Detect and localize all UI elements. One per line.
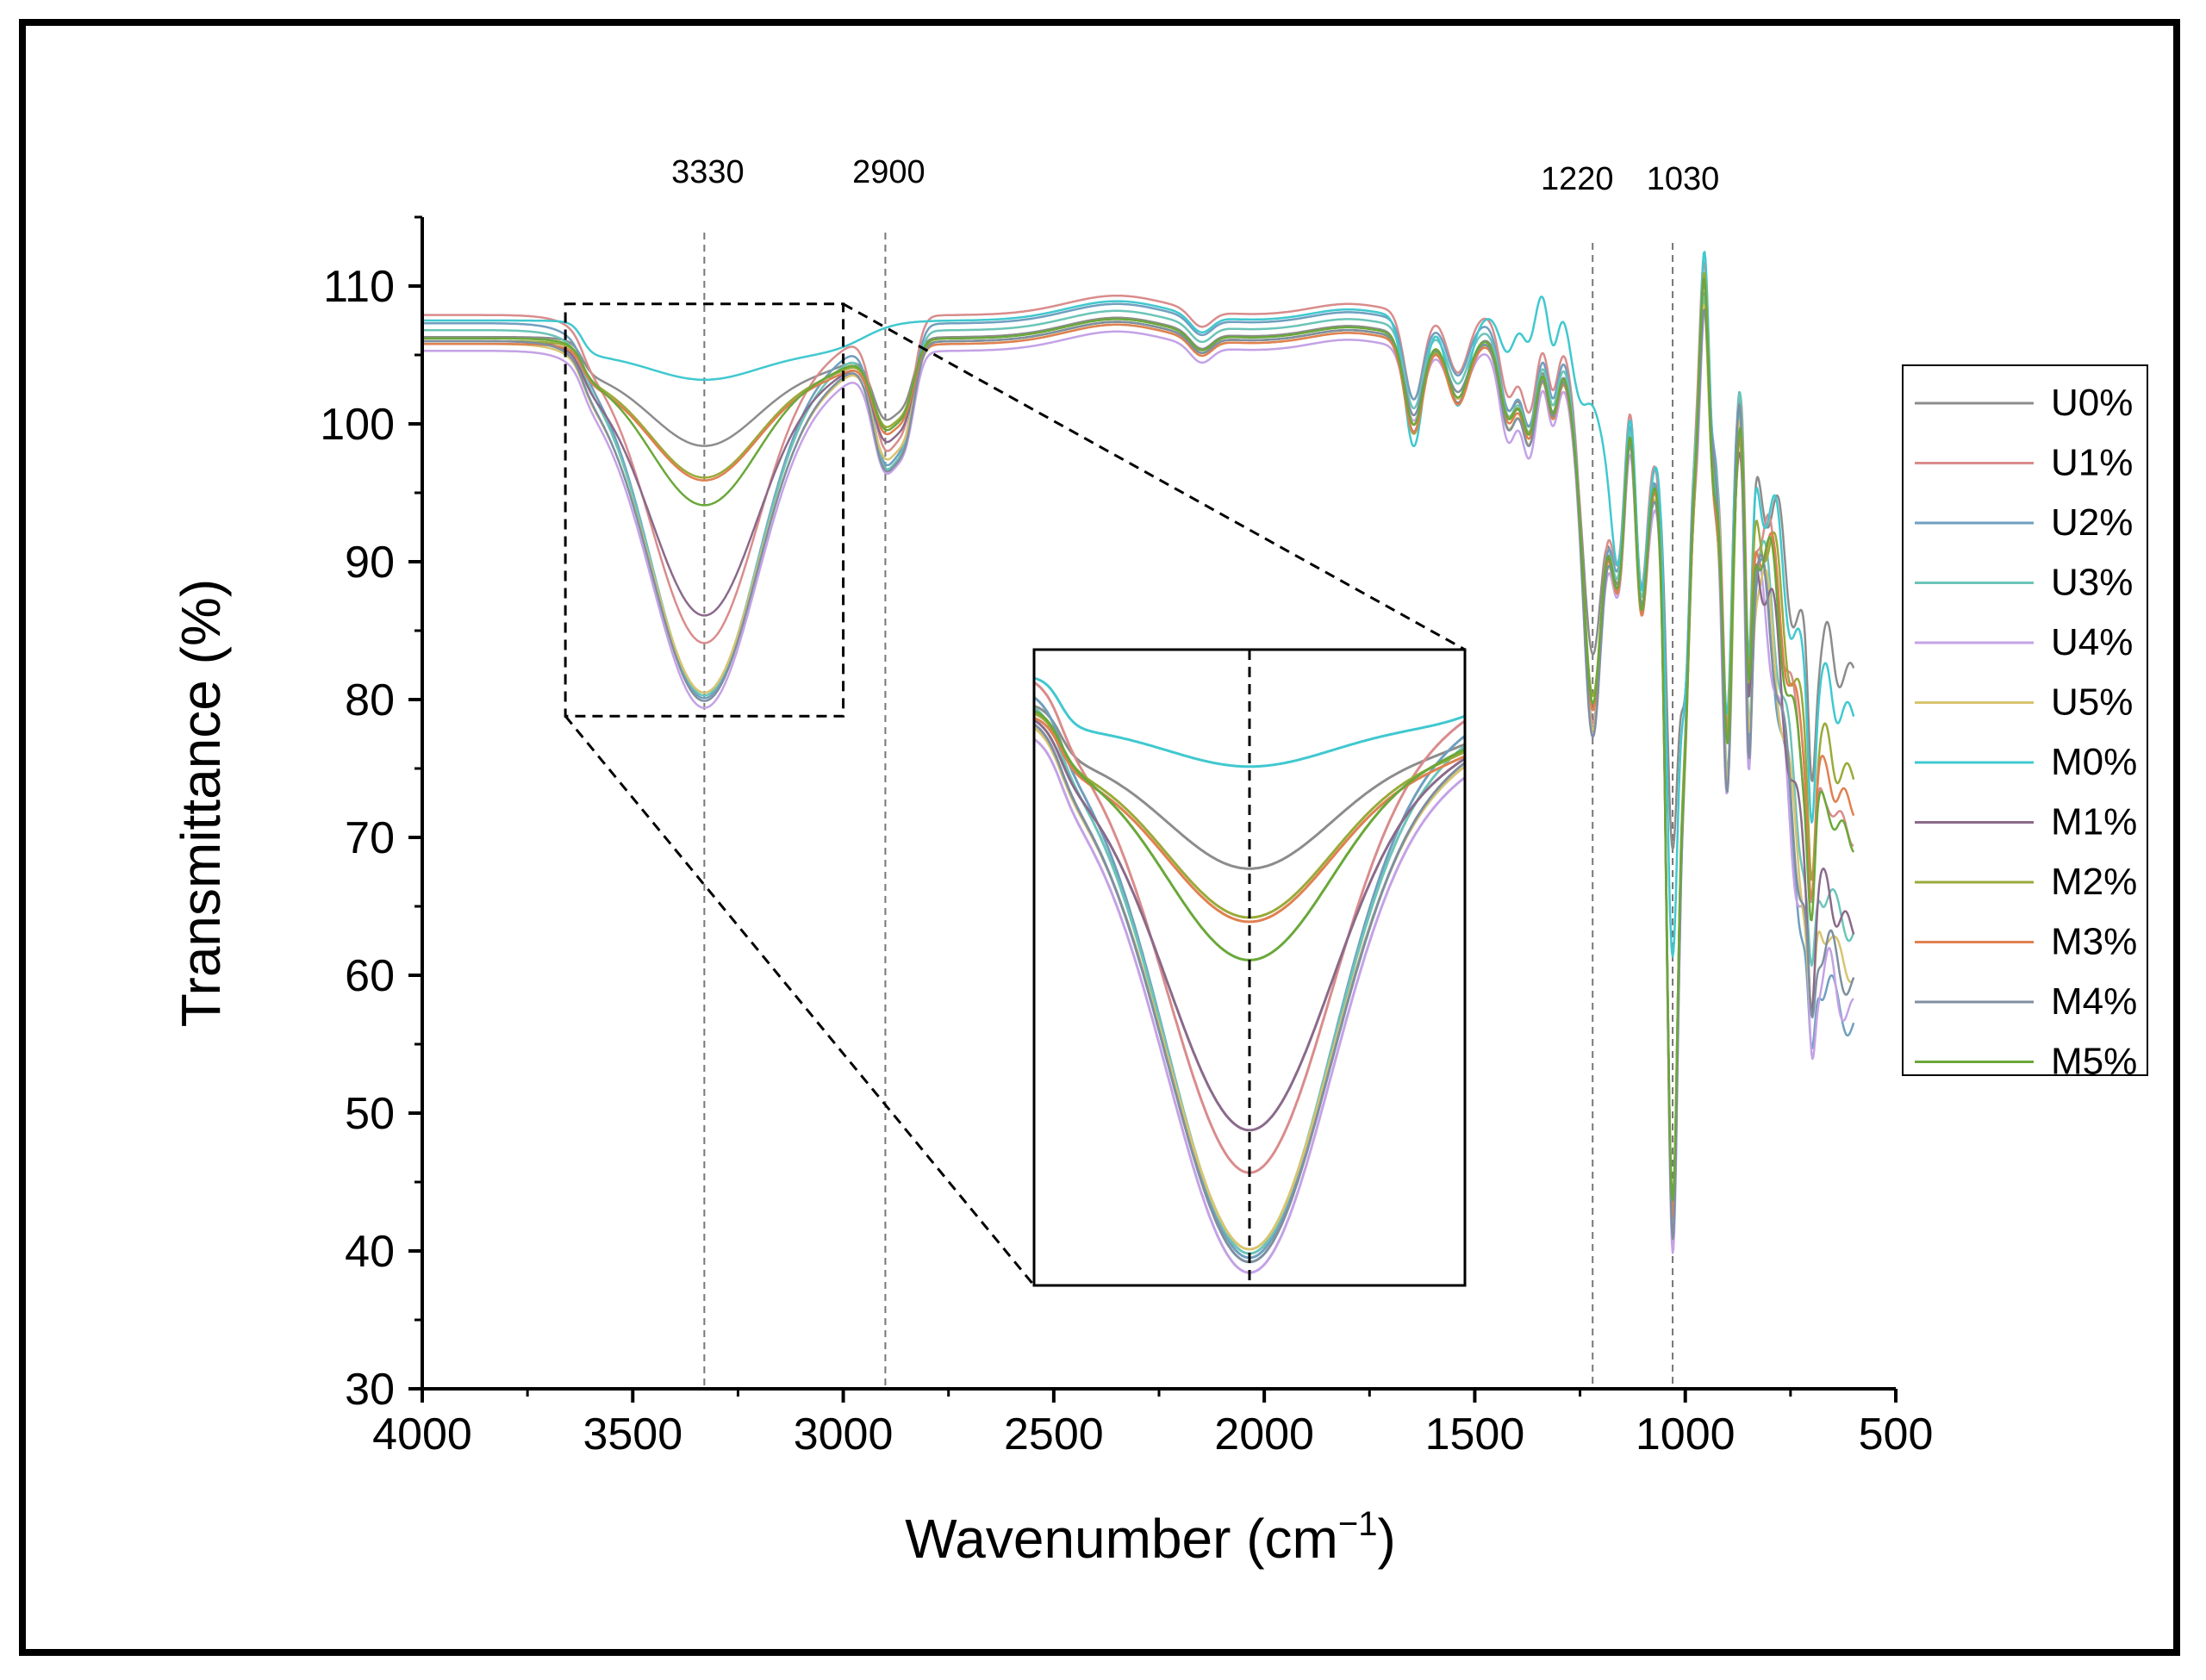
x-ticks: 4000 3500 3000 2500 2000 1500 1000 500 (372, 1389, 1933, 1459)
x-axis-title: Wavenumber (cm−1) (905, 1505, 1396, 1570)
spectra-series-group (422, 251, 1855, 1254)
x-tick-label: 3500 (583, 1409, 682, 1459)
inset-series-line-M1pct (1034, 719, 1465, 1132)
y-tick-label: 60 (345, 951, 395, 1001)
inset-series-line-U0pct (1034, 705, 1465, 870)
y-tick-label: 100 (320, 400, 395, 450)
series-line-M3pct (422, 277, 1855, 1219)
zoom-region-indicator (564, 302, 1466, 1286)
y-tick-label: 110 (323, 262, 395, 312)
legend-label: M4% (2051, 980, 2137, 1023)
legend-label: M2% (2051, 861, 2137, 903)
series-line-M5pct (422, 277, 1855, 1202)
y-axis-title: Transmittance (%) (170, 579, 232, 1027)
legend: U0% U1% U2% U3% U4% U5% M0% M1% M2% M3% M4% M5% (1902, 364, 2148, 1083)
legend-label: U4% (2051, 621, 2133, 663)
legend-label: U2% (2051, 501, 2133, 544)
ftir-chart: 3330 2900 1220 1030 4000 3500 3000 2500 2000 150… (170, 154, 2148, 1570)
y-tick-label: 40 (345, 1227, 395, 1277)
series-line-M0pct (422, 251, 1855, 958)
x-axis-title-close: ) (1377, 1508, 1395, 1570)
y-tick-label: 90 (345, 538, 395, 588)
x-tick-label: 3000 (794, 1409, 894, 1459)
legend-label: M1% (2051, 801, 2137, 843)
legend-label: U1% (2051, 442, 2133, 484)
x-tick-label: 1500 (1425, 1409, 1525, 1459)
y-tick-label: 50 (345, 1089, 395, 1139)
legend-label: M3% (2051, 921, 2137, 963)
inset-zoom-panel (1032, 648, 1467, 1287)
zoom-connector-left (564, 715, 1036, 1286)
y-tick-label: 30 (345, 1365, 395, 1415)
peak-label-1220: 1220 (1541, 161, 1614, 197)
series-line-U4pct (422, 308, 1854, 1254)
zoom-connector-right (842, 302, 1466, 651)
x-tick-label: 2500 (1004, 1409, 1104, 1459)
x-axis-title-text: Wavenumber (cm (905, 1508, 1338, 1570)
legend-label: U5% (2051, 681, 2133, 724)
series-line-U0pct (422, 271, 1855, 850)
legend-box (1902, 364, 2148, 1076)
legend-label: M5% (2051, 1041, 2137, 1083)
x-tick-label: 2000 (1214, 1409, 1314, 1459)
legend-label: U0% (2051, 382, 2133, 424)
series-line-U1pct (422, 260, 1854, 1206)
y-tick-label: 70 (345, 813, 395, 863)
peak-label-2900: 2900 (852, 154, 925, 190)
x-axis-title-superscript: −1 (1338, 1505, 1378, 1543)
x-tick-label: 500 (1859, 1409, 1934, 1459)
legend-label: M0% (2051, 741, 2137, 783)
x-tick-label: 4000 (372, 1409, 472, 1459)
figure-frame: 3330 2900 1220 1030 4000 3500 3000 2500 2000 150… (19, 19, 2180, 1656)
peak-label-1030: 1030 (1647, 161, 1720, 197)
zoom-box (564, 302, 845, 718)
inset-border (1032, 648, 1467, 1287)
y-tick-label: 80 (345, 675, 395, 725)
legend-label: U3% (2051, 562, 2133, 604)
peak-label-3330: 3330 (671, 154, 745, 190)
inset-series-line-M0pct (1034, 676, 1465, 768)
y-ticks: 30 40 50 60 70 80 90 100 110 (320, 215, 422, 1415)
x-tick-label: 1000 (1636, 1409, 1736, 1459)
